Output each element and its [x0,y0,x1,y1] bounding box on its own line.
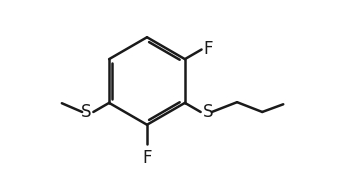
Text: F: F [204,40,213,58]
Text: S: S [80,103,91,121]
Text: F: F [142,149,152,166]
Text: S: S [203,103,214,121]
